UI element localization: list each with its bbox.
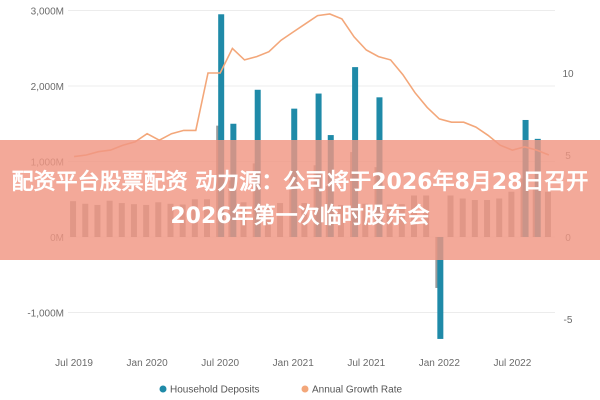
x-tick-5: Jan 2022 bbox=[419, 358, 461, 369]
x-axis-ticks: Jul 2019 Jan 2020 Jul 2020 Jan 2021 Jul 2021… bbox=[55, 358, 532, 369]
deposit-bar-12 bbox=[218, 14, 225, 238]
left-tick-1: 2,000M bbox=[31, 82, 64, 93]
x-tick-6: Jul 2022 bbox=[493, 358, 531, 369]
x-tick-1: Jan 2020 bbox=[127, 358, 169, 369]
right-tick-0: 10 bbox=[562, 69, 574, 80]
right-tick-3: -5 bbox=[564, 315, 573, 326]
legend-annual-growth-rate[interactable]: Annual Growth Rate bbox=[312, 385, 402, 396]
x-tick-4: Jul 2021 bbox=[347, 358, 385, 369]
left-tick-4: -1,000M bbox=[27, 309, 64, 320]
legend: Household Deposits Annual Growth Rate bbox=[159, 385, 402, 396]
deposit-bar-30 bbox=[437, 237, 444, 339]
headline-text: 配资平台股票配资 动力源：公司将于2026年8月28日召开2026年第一次临时股… bbox=[11, 170, 589, 229]
left-tick-0: 3,000M bbox=[31, 7, 64, 18]
annual-growth-line bbox=[73, 13, 550, 158]
headline-banner: 配资平台股票配资 动力源：公司将于2026年8月28日召开2026年第一次临时股… bbox=[0, 140, 600, 260]
x-tick-2: Jul 2020 bbox=[201, 358, 239, 369]
x-tick-0: Jul 2019 bbox=[55, 358, 93, 369]
legend-dot-annual-growth-rate bbox=[301, 385, 309, 393]
x-tick-3: Jan 2021 bbox=[273, 358, 315, 369]
legend-dot-household-deposits bbox=[159, 385, 167, 393]
legend-household-deposits[interactable]: Household Deposits bbox=[170, 385, 260, 396]
